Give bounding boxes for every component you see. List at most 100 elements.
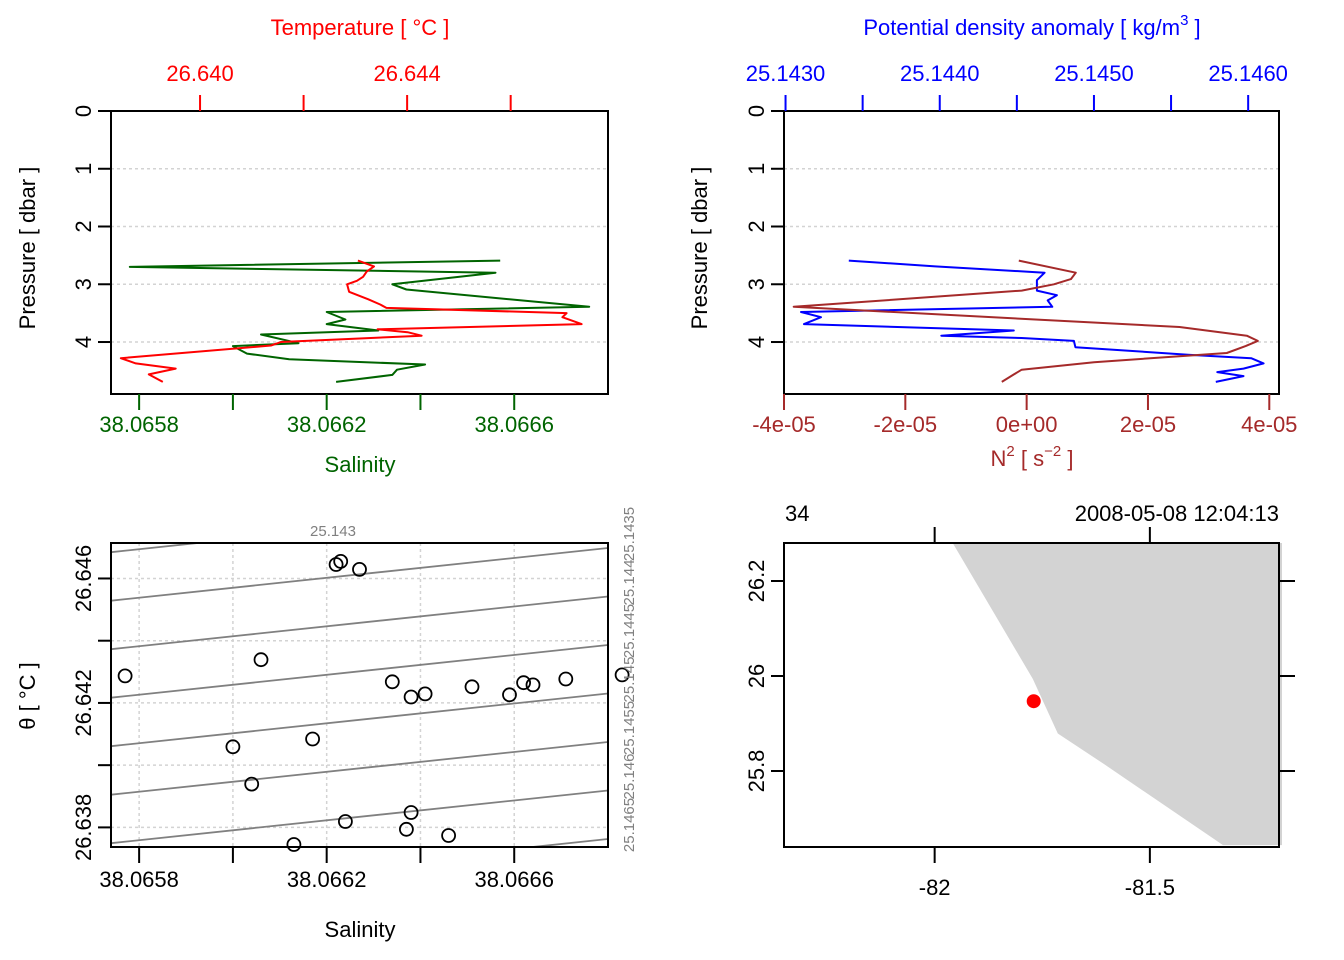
isopycnal-label: 25.1435: [621, 507, 638, 561]
lat-tick-label: 26: [744, 664, 769, 688]
p2-bot-title-end: ]: [1061, 446, 1073, 471]
p1-y-axis-title: Pressure [ dbar ]: [15, 167, 40, 330]
panel-density-n2-profile: 0 1 2 3 4 25.1430 25.1440 25.1450 25.1460 -4e-0…: [687, 12, 1297, 471]
p3-plot-frame: [110, 542, 609, 848]
bottom-tick-label: 38.0662: [287, 412, 367, 437]
p2-n2-axis: -4e-05 -2e-05 0e+00 2e-05 4e-05: [752, 394, 1297, 437]
isopycnal-line: [111, 595, 608, 651]
bottom-tick-label: 4e-05: [1241, 412, 1297, 437]
p2-top-title-sup: 3: [1180, 12, 1188, 29]
ts-point: [403, 689, 419, 705]
top-tick-label: 25.1450: [1054, 61, 1134, 86]
p3-salinity-axis: 38.0658 38.0662 38.0666: [99, 847, 554, 892]
p2-bot-title-mid: [ s: [1015, 446, 1044, 471]
p2-density-axis: 25.1430 25.1440 25.1450 25.1460: [746, 61, 1288, 111]
ts-point: [384, 674, 400, 690]
p2-pressure-axis: 0 1 2 3 4: [744, 105, 784, 348]
ts-point: [558, 671, 574, 687]
y-tick-label: 2: [71, 220, 96, 232]
y-tick-label: 4: [744, 336, 769, 348]
ts-point: [464, 679, 480, 695]
isopycnal-line: [111, 692, 608, 748]
p2-series: [792, 259, 1265, 383]
ts-point: [417, 686, 433, 702]
y-tick-label: 26.642: [71, 669, 96, 736]
isopycnal-label: 25.146: [621, 754, 638, 800]
ts-point: [398, 821, 414, 837]
x-tick-label: 38.0662: [287, 867, 367, 892]
p4-station-number: 34: [785, 501, 809, 526]
isopycnal-label: 25.145: [621, 657, 638, 703]
top-tick-label: 26.644: [373, 61, 440, 86]
lat-tick-label: 25.8: [744, 750, 769, 793]
p3-theta-axis: 26.638 26.642 26.646: [71, 545, 111, 861]
p3-x-axis-title: Salinity: [325, 917, 396, 942]
panel-station-map: -82 -81.5 25.8 26 26.2 34 2008-05-08 12:04:1…: [744, 501, 1295, 900]
station-marker: [1026, 694, 1041, 709]
ts-point: [333, 554, 349, 569]
p3-isopycnals: [111, 543, 608, 847]
ts-point: [337, 814, 353, 829]
isopycnal-label: 25.144: [621, 560, 638, 606]
y-tick-label: 0: [71, 105, 96, 117]
y-tick-label: 4: [71, 336, 96, 348]
isopycnal-line: [111, 741, 608, 796]
y-tick-label: 1: [71, 163, 96, 175]
ts-point: [328, 557, 344, 572]
p3-grid: [111, 543, 608, 847]
p1-top-axis-title: Temperature [ °C ]: [271, 15, 450, 40]
top-tick-label: 25.1440: [900, 61, 980, 86]
ts-point: [117, 668, 133, 684]
x-tick-label: 38.0666: [474, 867, 554, 892]
y-tick-label: 3: [744, 278, 769, 290]
p2-top-title-main: Potential density anomaly [ kg/m: [863, 15, 1180, 40]
p2-y-axis-title: Pressure [ dbar ]: [687, 167, 712, 330]
lat-tick-label: 26.2: [744, 560, 769, 603]
y-tick-label: 26.646: [71, 545, 96, 612]
bottom-tick-label: 38.0666: [474, 412, 554, 437]
panel-temperature-salinity-profile: 0 1 2 3 4 26.640 26.644 38.0658 38.0662 38.0666…: [15, 15, 609, 477]
isopycnal-label: 25.1455: [621, 701, 638, 755]
ts-point: [614, 667, 630, 683]
ts-point: [225, 739, 241, 755]
p4-land: [952, 543, 1282, 846]
p2-bot-title-sup2: −2: [1044, 443, 1061, 460]
series-line-salinity: [128, 259, 591, 383]
isopycnal-line: [111, 543, 207, 554]
p2-top-title-end: ]: [1188, 15, 1200, 40]
series-line-potential-density-anomaly: [800, 259, 1265, 383]
p1-plot-frame: [110, 110, 609, 395]
ts-point: [305, 731, 321, 747]
ts-point: [403, 805, 419, 820]
p2-bot-title-sup: 2: [1006, 443, 1014, 460]
ts-point: [516, 675, 531, 691]
p2-top-axis-title: Potential density anomaly [ kg/m3 ]: [863, 12, 1200, 40]
p4-station: [1026, 694, 1041, 709]
ts-point: [441, 828, 457, 843]
p2-bot-title-n: N: [991, 446, 1007, 471]
p4-station-time: 2008-05-08 12:04:13: [1075, 501, 1279, 526]
top-tick-label: 25.1430: [746, 61, 826, 86]
p1-series: [119, 259, 591, 383]
y-tick-label: 1: [744, 163, 769, 175]
lon-tick-label: -82: [919, 875, 951, 900]
series-line-n2: [792, 259, 1259, 383]
p2-plot-frame: [783, 110, 1280, 395]
y-tick-label: 0: [744, 105, 769, 117]
p3-points: [117, 554, 630, 852]
lon-tick-label: -81.5: [1125, 875, 1175, 900]
p1-bottom-axis-title: Salinity: [325, 452, 396, 477]
y-tick-label: 26.638: [71, 794, 96, 861]
isopycnal-label: 25.1445: [621, 604, 638, 658]
x-tick-label: 38.0658: [99, 867, 179, 892]
bottom-tick-label: 38.0658: [99, 412, 179, 437]
p1-temperature-axis: 26.640 26.644: [166, 61, 512, 111]
ts-point: [525, 677, 541, 693]
y-tick-label: 2: [744, 220, 769, 232]
coastline-land: [952, 543, 1282, 846]
y-tick-label: 3: [71, 278, 96, 290]
ts-point: [286, 837, 302, 852]
top-tick-label: 26.640: [166, 61, 233, 86]
ts-point: [352, 562, 367, 577]
